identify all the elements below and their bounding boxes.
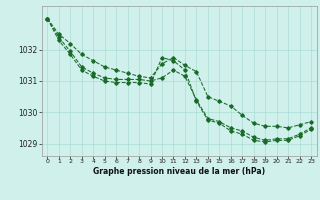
X-axis label: Graphe pression niveau de la mer (hPa): Graphe pression niveau de la mer (hPa) xyxy=(93,167,265,176)
